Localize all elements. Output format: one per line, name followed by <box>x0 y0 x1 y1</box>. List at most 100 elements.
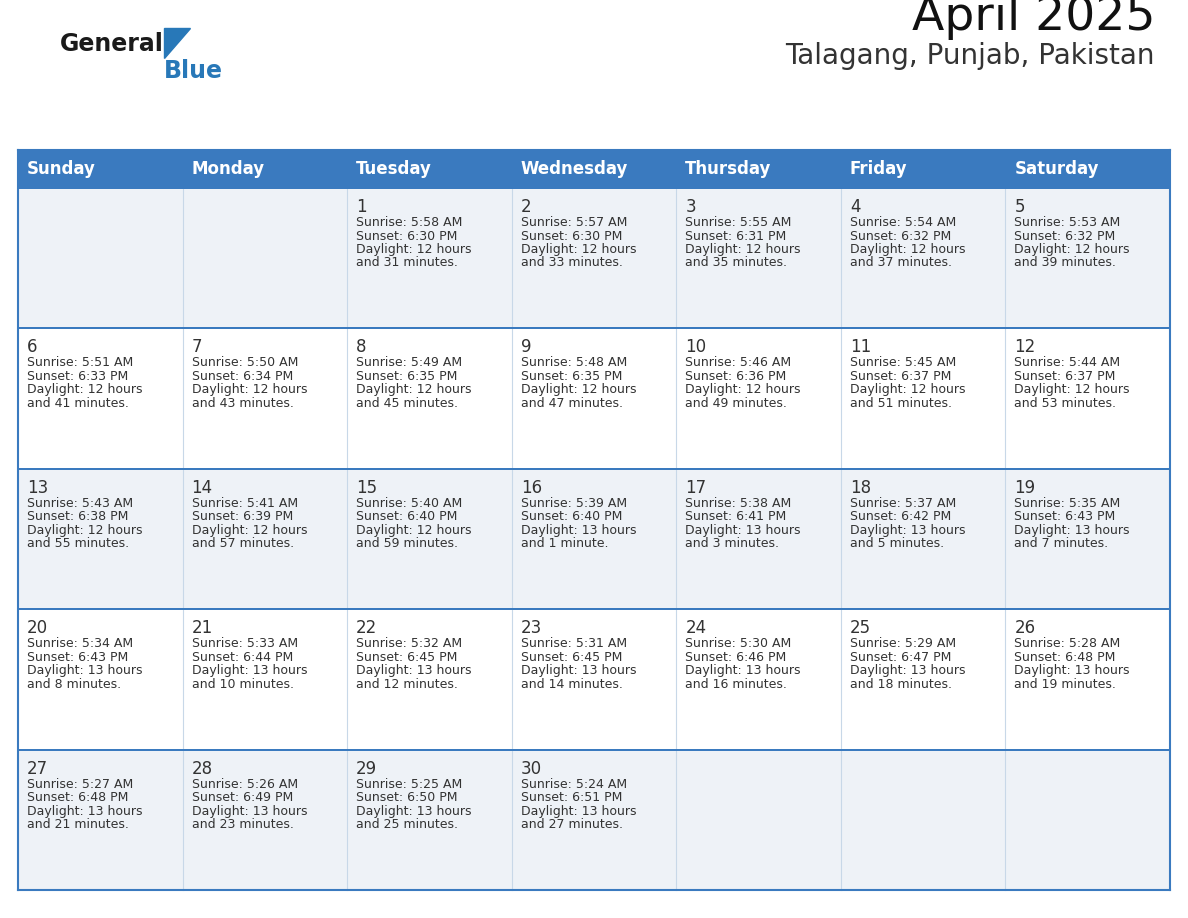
Text: Sunset: 6:36 PM: Sunset: 6:36 PM <box>685 370 786 383</box>
Text: Sunset: 6:47 PM: Sunset: 6:47 PM <box>849 651 952 664</box>
Text: Daylight: 13 hours: Daylight: 13 hours <box>685 524 801 537</box>
Text: Daylight: 12 hours: Daylight: 12 hours <box>356 243 472 256</box>
Text: Sunrise: 5:55 AM: Sunrise: 5:55 AM <box>685 216 791 229</box>
Text: Monday: Monday <box>191 160 265 178</box>
Bar <box>841 329 1005 469</box>
Text: Talagang, Punjab, Pakistan: Talagang, Punjab, Pakistan <box>785 42 1155 70</box>
Bar <box>347 188 512 329</box>
Text: Daylight: 12 hours: Daylight: 12 hours <box>27 384 143 397</box>
Text: Daylight: 12 hours: Daylight: 12 hours <box>685 243 801 256</box>
Text: Sunset: 6:50 PM: Sunset: 6:50 PM <box>356 791 457 804</box>
Text: and 39 minutes.: and 39 minutes. <box>1015 256 1117 270</box>
Text: and 31 minutes.: and 31 minutes. <box>356 256 459 270</box>
Text: Daylight: 13 hours: Daylight: 13 hours <box>685 665 801 677</box>
Text: Daylight: 13 hours: Daylight: 13 hours <box>191 665 307 677</box>
Bar <box>676 188 841 329</box>
Text: Sunrise: 5:28 AM: Sunrise: 5:28 AM <box>1015 637 1120 650</box>
Text: Sunrise: 5:39 AM: Sunrise: 5:39 AM <box>520 497 627 509</box>
Bar <box>676 610 841 750</box>
Text: Sunrise: 5:49 AM: Sunrise: 5:49 AM <box>356 356 462 369</box>
Text: 2: 2 <box>520 198 531 216</box>
Text: Sunset: 6:51 PM: Sunset: 6:51 PM <box>520 791 623 804</box>
Bar <box>347 610 512 750</box>
Text: Sunrise: 5:48 AM: Sunrise: 5:48 AM <box>520 356 627 369</box>
Bar <box>512 188 676 329</box>
Text: and 43 minutes.: and 43 minutes. <box>191 397 293 410</box>
Bar <box>183 188 347 329</box>
Text: Sunrise: 5:37 AM: Sunrise: 5:37 AM <box>849 497 956 509</box>
Text: and 10 minutes.: and 10 minutes. <box>191 677 293 690</box>
Text: Sunset: 6:31 PM: Sunset: 6:31 PM <box>685 230 786 242</box>
Text: Daylight: 13 hours: Daylight: 13 hours <box>27 804 143 818</box>
Text: Sunset: 6:42 PM: Sunset: 6:42 PM <box>849 510 952 523</box>
Text: Sunrise: 5:26 AM: Sunrise: 5:26 AM <box>191 778 298 790</box>
Text: 17: 17 <box>685 479 707 497</box>
Bar <box>1005 150 1170 188</box>
Text: and 41 minutes.: and 41 minutes. <box>27 397 128 410</box>
Text: Friday: Friday <box>849 160 908 178</box>
Text: 19: 19 <box>1015 479 1036 497</box>
Text: Daylight: 13 hours: Daylight: 13 hours <box>27 665 143 677</box>
Text: Sunrise: 5:46 AM: Sunrise: 5:46 AM <box>685 356 791 369</box>
Text: Daylight: 13 hours: Daylight: 13 hours <box>520 665 637 677</box>
Text: Daylight: 13 hours: Daylight: 13 hours <box>849 524 966 537</box>
Text: Sunset: 6:35 PM: Sunset: 6:35 PM <box>356 370 457 383</box>
Text: Sunset: 6:41 PM: Sunset: 6:41 PM <box>685 510 786 523</box>
Bar <box>676 750 841 890</box>
Bar <box>841 188 1005 329</box>
Bar <box>18 469 183 610</box>
Bar <box>512 610 676 750</box>
Text: Daylight: 13 hours: Daylight: 13 hours <box>191 804 307 818</box>
Text: Daylight: 12 hours: Daylight: 12 hours <box>191 384 307 397</box>
Text: Tuesday: Tuesday <box>356 160 432 178</box>
Text: Sunset: 6:33 PM: Sunset: 6:33 PM <box>27 370 128 383</box>
Text: and 25 minutes.: and 25 minutes. <box>356 818 459 831</box>
Text: Sunset: 6:39 PM: Sunset: 6:39 PM <box>191 510 292 523</box>
Text: Sunrise: 5:53 AM: Sunrise: 5:53 AM <box>1015 216 1120 229</box>
Bar <box>512 469 676 610</box>
Text: and 37 minutes.: and 37 minutes. <box>849 256 952 270</box>
Bar <box>676 329 841 469</box>
Bar <box>841 610 1005 750</box>
Text: Daylight: 13 hours: Daylight: 13 hours <box>520 524 637 537</box>
Bar <box>841 150 1005 188</box>
Text: and 3 minutes.: and 3 minutes. <box>685 537 779 550</box>
Text: and 55 minutes.: and 55 minutes. <box>27 537 129 550</box>
Bar <box>347 469 512 610</box>
Text: Blue: Blue <box>164 59 223 83</box>
Bar <box>18 150 183 188</box>
Text: and 59 minutes.: and 59 minutes. <box>356 537 459 550</box>
Text: 26: 26 <box>1015 620 1036 637</box>
Text: Sunset: 6:45 PM: Sunset: 6:45 PM <box>520 651 623 664</box>
Text: Thursday: Thursday <box>685 160 772 178</box>
Text: Daylight: 13 hours: Daylight: 13 hours <box>356 804 472 818</box>
Text: 10: 10 <box>685 339 707 356</box>
Text: 6: 6 <box>27 339 38 356</box>
Text: and 18 minutes.: and 18 minutes. <box>849 677 952 690</box>
Bar <box>1005 329 1170 469</box>
Text: General: General <box>61 32 164 56</box>
Text: Sunrise: 5:43 AM: Sunrise: 5:43 AM <box>27 497 133 509</box>
Text: Sunrise: 5:44 AM: Sunrise: 5:44 AM <box>1015 356 1120 369</box>
Text: Daylight: 13 hours: Daylight: 13 hours <box>356 665 472 677</box>
Text: Sunrise: 5:35 AM: Sunrise: 5:35 AM <box>1015 497 1120 509</box>
Text: Daylight: 12 hours: Daylight: 12 hours <box>1015 243 1130 256</box>
Bar <box>841 750 1005 890</box>
Text: Daylight: 13 hours: Daylight: 13 hours <box>520 804 637 818</box>
Text: and 27 minutes.: and 27 minutes. <box>520 818 623 831</box>
Text: and 57 minutes.: and 57 minutes. <box>191 537 293 550</box>
Text: 28: 28 <box>191 759 213 778</box>
Bar <box>183 329 347 469</box>
Text: 1: 1 <box>356 198 367 216</box>
Text: Sunset: 6:45 PM: Sunset: 6:45 PM <box>356 651 457 664</box>
Text: Daylight: 12 hours: Daylight: 12 hours <box>520 243 637 256</box>
Text: Daylight: 12 hours: Daylight: 12 hours <box>849 243 966 256</box>
Text: Sunset: 6:37 PM: Sunset: 6:37 PM <box>1015 370 1116 383</box>
Text: Saturday: Saturday <box>1015 160 1099 178</box>
Text: Sunrise: 5:40 AM: Sunrise: 5:40 AM <box>356 497 462 509</box>
Text: Sunset: 6:30 PM: Sunset: 6:30 PM <box>520 230 623 242</box>
Bar <box>512 150 676 188</box>
Text: Daylight: 12 hours: Daylight: 12 hours <box>849 384 966 397</box>
Text: Sunrise: 5:24 AM: Sunrise: 5:24 AM <box>520 778 627 790</box>
Bar <box>183 610 347 750</box>
